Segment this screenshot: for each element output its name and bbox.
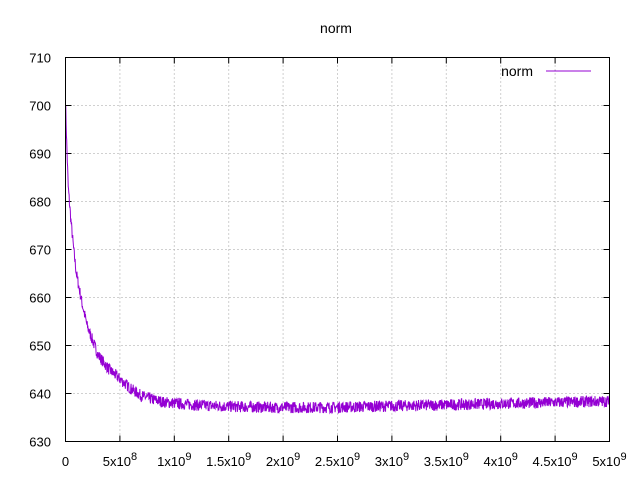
y-tick-label: 660 [29,291,51,306]
series-line-norm [65,105,610,415]
legend: norm [501,63,591,79]
x-axis: 0 5x108 1x109 1.5x109 2x109 2.5x109 3x109 3.5x1… [62,57,627,469]
legend-label-norm: norm [501,63,533,79]
plot-border [65,57,610,442]
y-tick-label: 650 [29,339,51,354]
y-tick-label: 670 [29,243,51,258]
y-tick-label: 640 [29,387,51,402]
y-tick-label: 680 [29,195,51,210]
x-tick-label: 5x109 [592,451,626,469]
x-tick-label: 4.5x109 [533,451,578,469]
y-tick-label: 710 [29,51,51,66]
y-tick-label: 700 [29,99,51,114]
x-tick-label: 2.5x109 [315,451,360,469]
gridlines [65,57,610,442]
x-tick-label: 1x109 [157,451,191,469]
x-tick-label: 2x109 [266,451,300,469]
x-tick-label: 5x108 [103,451,137,469]
y-tick-label: 630 [29,435,51,450]
x-tick-label: 3x109 [375,451,409,469]
x-tick-label: 4x109 [484,451,518,469]
y-tick-label: 690 [29,147,51,162]
chart-title: norm [320,20,352,36]
x-tick-label: 3.5x109 [424,451,469,469]
x-tick-label: 0 [62,454,69,469]
series-layer [65,105,610,415]
x-tick-label: 1.5x109 [206,451,251,469]
